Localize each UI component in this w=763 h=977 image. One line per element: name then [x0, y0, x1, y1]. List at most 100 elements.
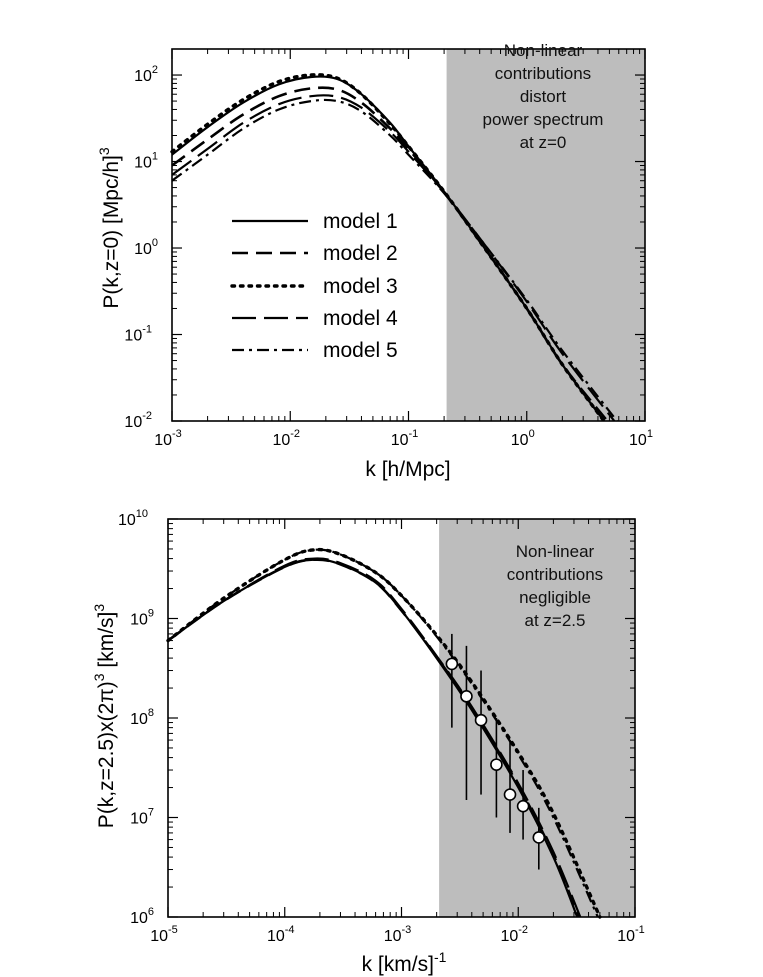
x-tick-label-base: 10 [272, 432, 290, 449]
bottom-y-axis-title-sup: 3 [91, 673, 107, 681]
y-tick-label: 1010 [118, 508, 148, 529]
x-tick-label: 10-2 [500, 924, 528, 945]
nonlinear-shaded-region-top [446, 49, 645, 421]
y-tick-label-base: 10 [118, 512, 136, 529]
x-tick-label-exponent: 0 [529, 428, 535, 440]
x-tick-label: 101 [629, 428, 653, 449]
bottom-series-line-model-5 [167, 548, 599, 918]
x-tick-label-exponent: 1 [647, 428, 653, 440]
bottom-series-line-model-3 [166, 547, 602, 919]
top-y-axis-title-main: P(k,z=0) [Mpc/h] [100, 155, 123, 308]
y-tick-label-exponent: 2 [152, 64, 158, 76]
y-tick-label-exponent: -2 [142, 410, 152, 422]
x-tick-label-base: 10 [384, 928, 402, 945]
x-tick-label-base: 10 [391, 432, 409, 449]
y-tick-label-base: 10 [130, 612, 148, 629]
bottom-annotation-line4: at z=2.5 [525, 611, 586, 630]
data-point-marker [503, 788, 517, 801]
bottom-y-axis-title-sup2: 3 [91, 604, 107, 612]
data-point-marker [516, 799, 530, 813]
y-tick-label: 101 [134, 151, 158, 172]
data-point-marker [490, 758, 503, 771]
y-tick-label-exponent: 6 [148, 906, 154, 918]
data-point-marker [445, 657, 459, 671]
y-tick-label-base: 10 [130, 711, 148, 728]
x-tick-label-exponent: -2 [518, 924, 528, 936]
y-tick-label-base: 10 [134, 68, 152, 85]
x-tick-label-exponent: -2 [290, 428, 300, 440]
x-tick-label-exponent: -3 [172, 428, 182, 440]
y-tick-label-base: 10 [124, 328, 142, 345]
bottom-annotation-line1: Non-linear [516, 542, 595, 561]
top-y-axis-title: P(k,z=0) [Mpc/h]3 [96, 147, 123, 308]
x-tick-label-base: 10 [267, 928, 285, 945]
bottom-annotation-line3: negligible [519, 588, 591, 607]
x-tick-label: 10-3 [384, 924, 412, 945]
x-tick-label: 10-5 [150, 924, 178, 945]
top-series-line-model-5 [171, 98, 618, 422]
bottom-annotation-line2: contributions [507, 565, 603, 584]
bottom-x-axis-title-sup: -1 [434, 949, 447, 965]
bottom-series-line-model-4 [167, 557, 582, 918]
bottom-y-axis-title-main: P(k,z=2.5)x(2π) [95, 681, 118, 828]
bottom-y-axis-title: P(k,z=2.5)x(2π)3 [km/s]3 [91, 604, 118, 829]
data-point-marker [532, 831, 546, 844]
y-tick-label: 109 [130, 608, 154, 629]
x-tick-label-exponent: -5 [168, 924, 178, 936]
y-tick-label: 10-1 [124, 324, 152, 345]
legend-label-model-2: model 2 [323, 242, 398, 265]
legend-label-model-1: model 1 [323, 210, 398, 233]
x-tick-label-base: 10 [150, 928, 168, 945]
x-tick-label-exponent: -1 [635, 924, 645, 936]
x-tick-label: 100 [511, 428, 535, 449]
x-tick-label-base: 10 [500, 928, 518, 945]
y-tick-label-exponent: 9 [148, 608, 154, 620]
x-tick-label-base: 10 [154, 432, 172, 449]
top-series-line-model-3 [170, 73, 606, 423]
data-point-marker [474, 713, 488, 727]
y-tick-label-base: 10 [130, 910, 148, 927]
bottom-x-axis-title: k [km/s]-1 [362, 949, 447, 976]
top-annotation-line5: at z=0 [520, 133, 567, 152]
top-annotation-line4: power spectrum [483, 110, 604, 129]
y-tick-label-base: 10 [134, 241, 152, 258]
top-annotation-line2: contributions [495, 64, 591, 83]
x-tick-label-exponent: -4 [285, 924, 295, 936]
x-tick-label-base: 10 [617, 928, 635, 945]
bottom-data-points-group [445, 633, 546, 870]
y-tick-label: 108 [130, 707, 154, 728]
x-tick-label: 10-1 [617, 924, 645, 945]
legend-label-model-5: model 5 [323, 339, 398, 362]
y-tick-label: 10-2 [124, 410, 152, 431]
y-tick-label: 100 [134, 237, 158, 258]
data-point-marker [460, 690, 473, 703]
legend: model 1 model 2 model 3 model 4 model 5 [230, 210, 398, 362]
y-tick-label-base: 10 [130, 811, 148, 828]
legend-label-model-3: model 3 [323, 275, 398, 298]
y-tick-label-base: 10 [124, 414, 142, 431]
x-tick-label: 10-4 [267, 924, 295, 945]
x-tick-label-exponent: -1 [409, 428, 419, 440]
bottom-x-axis-title-main: k [km/s] [362, 953, 434, 976]
x-tick-label: 10-2 [272, 428, 300, 449]
top-y-axis-title-sup: 3 [96, 147, 112, 155]
bottom-series-line-model-2 [167, 558, 581, 918]
y-tick-label: 106 [130, 906, 154, 927]
y-tick-label-exponent: 1 [152, 151, 158, 163]
y-tick-label-exponent: 0 [152, 237, 158, 249]
y-tick-label-exponent: 10 [136, 508, 148, 520]
x-tick-label-base: 10 [511, 432, 529, 449]
top-annotation-line3: distort [520, 87, 567, 106]
top-annotation-line1: Non-linear [504, 41, 583, 60]
top-series-line-model-2 [171, 86, 609, 422]
nonlinear-shaded-region-bottom [439, 519, 635, 917]
bottom-y-axis-title-tail: [km/s] [95, 612, 118, 674]
x-tick-label: 10-1 [391, 428, 419, 449]
y-tick-label: 102 [134, 64, 158, 85]
y-tick-label: 107 [130, 807, 154, 828]
